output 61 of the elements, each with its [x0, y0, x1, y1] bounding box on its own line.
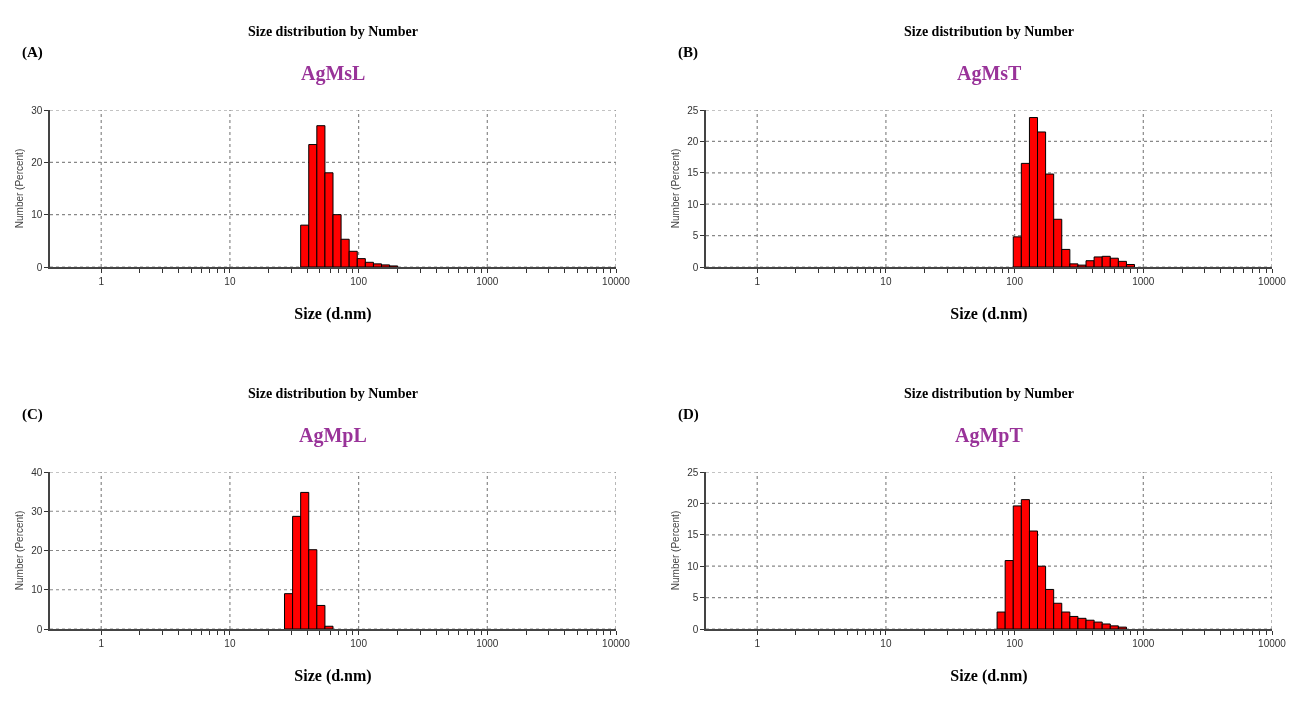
y-tick-label: 10 [31, 584, 43, 596]
x-tick-label: 10000 [1258, 275, 1287, 287]
x-axis-title: Size (d.nm) [294, 666, 372, 685]
y-tick-label: 25 [687, 466, 699, 478]
y-axis-title: Number (Percent) [669, 510, 681, 591]
y-tick-label: 0 [36, 261, 43, 273]
x-tick-label: 10 [224, 637, 236, 649]
x-tick-label: 1000 [476, 637, 499, 649]
y-tick-label: 5 [692, 592, 699, 604]
y-tick-label: 20 [687, 497, 699, 509]
x-axis-title: Size (d.nm) [950, 666, 1028, 685]
y-tick-label: 0 [692, 623, 699, 635]
chart-subtitle: AgMpL [299, 424, 367, 447]
y-axis-title: Number (Percent) [13, 148, 25, 229]
x-tick-label: 1000 [1132, 275, 1155, 287]
x-axis-title: Size (d.nm) [294, 304, 372, 323]
x-tick-label: 100 [350, 275, 368, 287]
x-tick-label: 1 [754, 275, 761, 287]
x-tick-label: 1 [98, 637, 105, 649]
chart-title: Size distribution by Number [904, 24, 1074, 39]
chart-title: Size distribution by Number [248, 386, 418, 401]
chart-subtitle: AgMsT [957, 62, 1023, 85]
x-tick-label: 1 [754, 637, 761, 649]
y-tick-label: 15 [687, 529, 699, 541]
y-tick-label: 0 [692, 261, 699, 273]
chart-title: Size distribution by Number [904, 386, 1074, 401]
y-tick-label: 30 [31, 104, 43, 116]
x-tick-label: 1000 [1132, 637, 1155, 649]
y-tick-label: 20 [687, 135, 699, 147]
y-axis-title: Number (Percent) [669, 148, 681, 229]
y-tick-label: 15 [687, 167, 699, 179]
x-tick-label: 1000 [476, 275, 499, 287]
x-tick-label: 10000 [602, 637, 631, 649]
chart-title: Size distribution by Number [248, 24, 418, 39]
x-axis-title: Size (d.nm) [950, 304, 1028, 323]
x-tick-label: 10000 [602, 275, 631, 287]
y-tick-label: 30 [31, 505, 43, 517]
text: (B) [678, 44, 698, 61]
chart-subtitle: AgMsL [301, 62, 366, 85]
y-tick-label: 40 [31, 466, 43, 478]
x-tick-label: 10 [224, 275, 236, 287]
x-tick-label: 10000 [1258, 637, 1287, 649]
x-tick-label: 100 [1006, 637, 1024, 649]
chart-subtitle: AgMpT [955, 424, 1024, 447]
y-axis-title: Number (Percent) [13, 510, 25, 591]
y-tick-label: 0 [36, 623, 43, 635]
x-tick-label: 100 [1006, 275, 1024, 287]
y-tick-label: 10 [687, 198, 699, 210]
x-tick-label: 10 [880, 275, 892, 287]
y-tick-label: 20 [31, 545, 43, 556]
x-tick-label: 10 [880, 637, 892, 649]
text: (C) [22, 406, 43, 423]
text: (D) [678, 406, 699, 423]
y-tick-label: 25 [687, 104, 699, 116]
y-tick-label: 10 [31, 209, 43, 221]
y-tick-label: 5 [692, 230, 699, 242]
x-tick-label: 1 [98, 275, 105, 287]
x-tick-label: 100 [350, 637, 368, 649]
y-tick-label: 20 [31, 156, 43, 168]
y-tick-label: 10 [687, 560, 699, 572]
text: (A) [22, 44, 43, 61]
